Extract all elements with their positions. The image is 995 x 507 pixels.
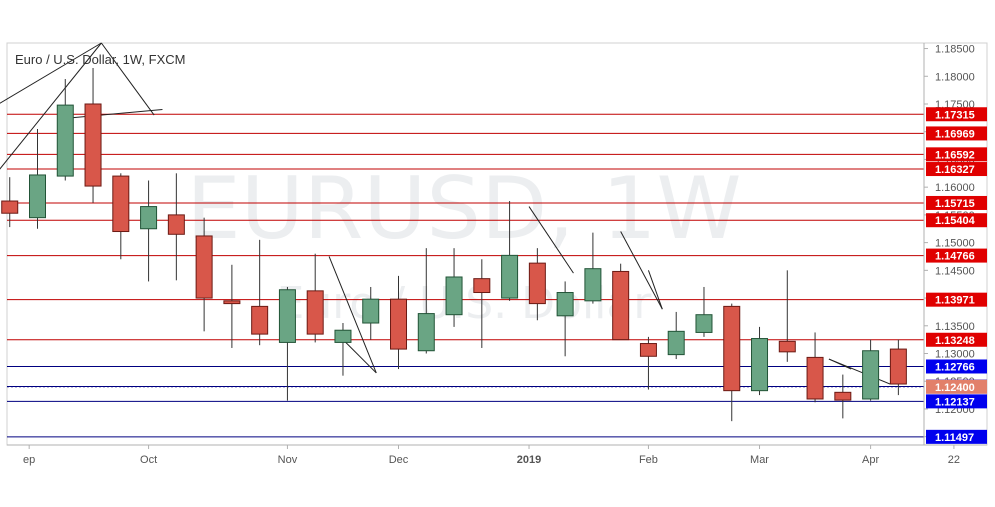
bearish-candle-body <box>112 175 130 233</box>
bearish-candle-body <box>834 391 852 401</box>
trendline <box>328 256 377 374</box>
bullish-candle-body <box>584 268 602 302</box>
current-price-label-box <box>926 379 987 394</box>
support-label-text: 1.12766 <box>935 361 975 373</box>
resistance-label-box <box>926 147 987 162</box>
bullish-candle-body <box>278 289 296 343</box>
resistance-label-text: 1.15404 <box>935 215 976 227</box>
resistance-label-text: 1.13248 <box>935 335 975 347</box>
x-tick-label: Oct <box>140 454 157 466</box>
y-tick-label: 1.13000 <box>935 349 975 361</box>
resistance-label-box <box>926 248 987 263</box>
trendline <box>528 206 574 274</box>
support-label-box <box>926 359 987 374</box>
bearish-candle-body <box>195 235 213 299</box>
bullish-candle-body <box>556 292 574 317</box>
bullish-candle-body <box>140 206 158 230</box>
trendline <box>100 42 155 116</box>
bullish-candle-body <box>695 314 713 333</box>
bullish-candle-body <box>417 313 435 352</box>
trendline <box>620 231 663 310</box>
candles <box>1 67 907 422</box>
bearish-candle-body <box>639 343 657 357</box>
resistance-label-box <box>926 107 987 122</box>
x-tick-label: Feb <box>639 454 658 466</box>
current-price-label-text: 1.12400 <box>935 382 975 394</box>
y-tick-label: 1.14500 <box>935 265 975 277</box>
bearish-candle-body <box>612 270 630 341</box>
support-label-text: 1.11497 <box>935 432 974 444</box>
bearish-candle-body <box>889 348 907 385</box>
x-tick-label: 2019 <box>517 454 541 466</box>
resistance-label-box <box>926 195 987 210</box>
bearish-candle-body <box>1 200 19 214</box>
resistance-label-text: 1.16327 <box>935 164 975 176</box>
trendline <box>0 42 102 104</box>
y-tick-label: 1.18000 <box>935 71 975 83</box>
bullish-candle-body <box>29 174 46 219</box>
bearish-candle-body <box>251 305 269 335</box>
x-axis-ticks: ep Oct Nov Dec 2019 Feb Mar Apr 22 <box>23 445 960 466</box>
bullish-candle-body <box>334 329 352 343</box>
x-tick-label: Apr <box>862 454 879 466</box>
bearish-candle-body <box>306 290 324 335</box>
trendline <box>828 358 852 370</box>
bullish-candle-body <box>362 298 380 324</box>
resistance-label-text: 1.15715 <box>935 198 975 210</box>
bearish-candle-body <box>723 305 741 392</box>
resistance-label-text: 1.13971 <box>935 295 975 307</box>
x-tick-label: Nov <box>278 454 298 466</box>
price-level-lines <box>7 113 924 438</box>
resistance-label-text: 1.16592 <box>935 149 975 161</box>
resistance-label-box <box>926 332 987 347</box>
x-tick-label: ep <box>23 454 35 466</box>
resistance-label-box <box>926 126 987 141</box>
bearish-candle-body <box>223 300 241 305</box>
bearish-candle-body <box>167 214 185 235</box>
y-tick-label: 1.18500 <box>935 44 975 56</box>
resistance-label-box <box>926 213 987 228</box>
chart-title: Euro / U.S. Dollar, 1W, FXCM <box>15 52 186 67</box>
resistance-label-text: 1.14766 <box>935 251 975 263</box>
watermark-symbol: EURUSD, 1W <box>186 159 741 259</box>
bullish-candle-body <box>56 104 74 177</box>
resistance-label-text: 1.16969 <box>935 128 975 140</box>
support-label-box <box>926 429 987 444</box>
resistance-label-box <box>926 162 987 177</box>
bearish-candle-body <box>84 103 102 187</box>
y-tick-label: 1.16000 <box>935 182 975 194</box>
x-tick-label: Mar <box>750 454 769 466</box>
resistance-label-box <box>926 292 987 307</box>
support-label-box <box>926 394 987 409</box>
bullish-candle-body <box>501 254 519 299</box>
y-tick-label: 1.13500 <box>935 321 975 333</box>
bearish-candle-body <box>806 356 824 400</box>
x-tick-label: 22 <box>948 454 960 466</box>
trendline <box>0 42 102 170</box>
x-tick-label: Dec <box>389 454 409 466</box>
y-tick-label: 1.15000 <box>935 238 975 250</box>
trendline <box>342 339 377 374</box>
trendline <box>647 270 663 310</box>
price-level-labels: 1.17315 1.16969 1.16592 1.16327 1.15715 1.154… <box>926 107 987 444</box>
bearish-candle-body <box>528 262 546 305</box>
resistance-label-text: 1.17315 <box>935 109 975 121</box>
bullish-candle-body <box>445 276 463 316</box>
bullish-candle-body <box>667 330 685 356</box>
bearish-candle-body <box>390 298 408 350</box>
bearish-candle-body <box>473 278 491 294</box>
support-label-text: 1.12137 <box>935 396 975 408</box>
bearish-candle-body <box>778 340 796 353</box>
bullish-candle-body <box>862 350 880 400</box>
bullish-candle-body <box>751 338 769 392</box>
